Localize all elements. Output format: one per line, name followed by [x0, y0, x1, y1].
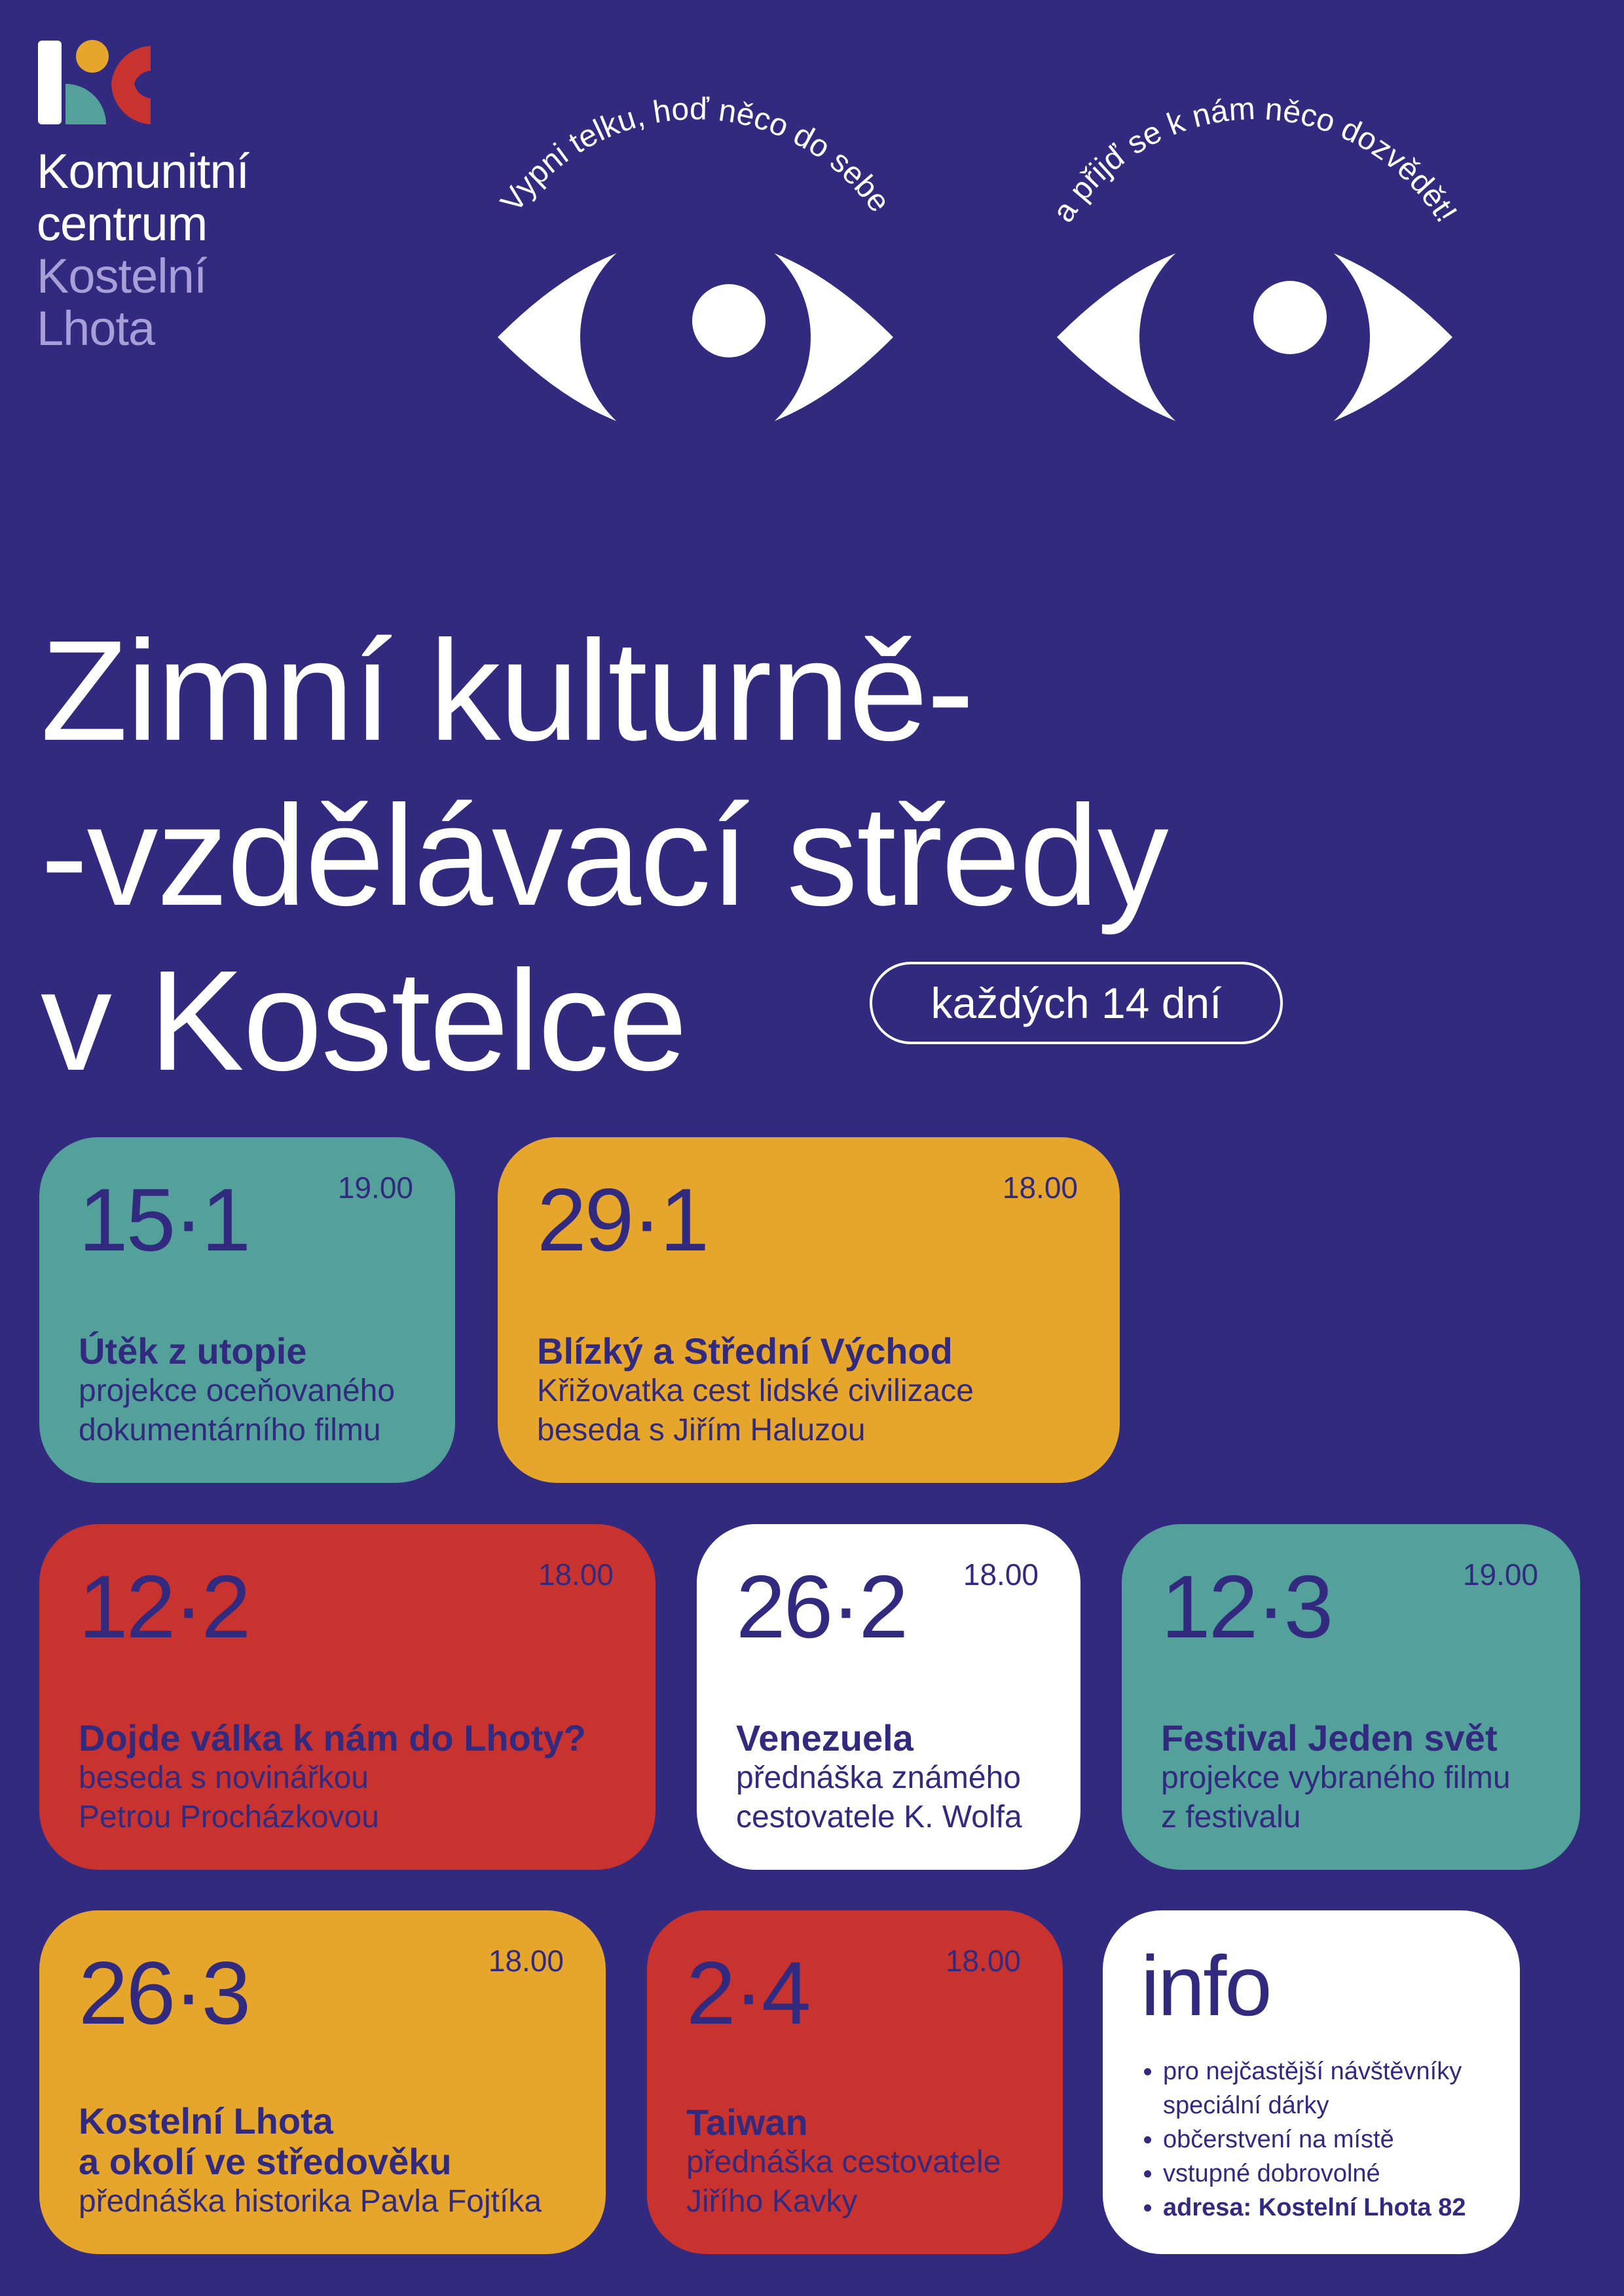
event-body: Útěk z utopie projekce oceňovaného dokumen…: [79, 1331, 416, 1450]
event-time: 18.00: [945, 1944, 1021, 1978]
event-card: 26·2 18.00 Venezuela přednáška známého cesto…: [697, 1524, 1080, 1870]
title-line: -vzdělávací středy: [41, 776, 1169, 936]
logo: [38, 40, 151, 124]
event-body: Festival Jeden svět projekce vybraného fi…: [1161, 1718, 1541, 1837]
event-title: Venezuela: [736, 1717, 913, 1758]
event-date: 2·4: [686, 1943, 811, 2043]
header-graphics: Vypni telku, hoď něco do sebe a přijď se…: [38, 40, 1464, 452]
event-time: 18.00: [963, 1558, 1039, 1592]
info-box: info pro nejčastější návštěvníky speciáln…: [1103, 1910, 1520, 2254]
event-time: 19.00: [337, 1171, 413, 1205]
event-title: a okolí ve středověku: [79, 2141, 452, 2182]
event-description: projekce vybraného filmu: [1161, 1760, 1511, 1795]
event-date: 26·2: [736, 1557, 908, 1656]
event-description: beseda s Jiřím Haluzou: [537, 1413, 866, 1448]
slogan: a přijď se k nám něco dozvědět!: [1046, 92, 1463, 228]
event-body: Venezuela přednáška známého cestovatele K.…: [736, 1718, 1041, 1837]
eye-left: [498, 222, 893, 452]
event-description: cestovatele K. Wolfa: [736, 1800, 1022, 1834]
event-body: Dojde válka k nám do Lhoty? beseda s novi…: [79, 1718, 616, 1837]
event-card: 29·1 18.00 Blízký a Střední Východ Křižovat…: [498, 1137, 1120, 1483]
event-description: Jiřího Kavky: [686, 2184, 858, 2219]
event-description: dokumentárního filmu: [79, 1413, 381, 1448]
event-body: Taiwan přednáška cestovatele Jiřího Kavky: [686, 2102, 1024, 2221]
event-card: 2·4 18.00 Taiwan přednáška cestovatele Jiříh…: [647, 1910, 1063, 2254]
event-title: Blízký a Střední Východ: [537, 1330, 953, 1372]
event-title: Dojde válka k nám do Lhoty?: [79, 1717, 586, 1758]
event-time: 18.00: [1002, 1171, 1078, 1205]
event-card: 12·3 19.00 Festival Jeden svět projekce vyb…: [1122, 1524, 1580, 1870]
slogan: Vypni telku, hoď něco do sebe: [494, 92, 897, 219]
event-title: Útěk z utopie: [79, 1330, 307, 1372]
event-date: 12·3: [1161, 1557, 1333, 1656]
logo-line: centrum: [37, 196, 208, 251]
event-description: z festivalu: [1161, 1800, 1301, 1834]
event-description: přednáška historika Pavla Fojtíka: [79, 2184, 542, 2219]
info-item: adresa: Kostelní Lhota 82: [1163, 2191, 1487, 2225]
event-body: Kostelní Lhota a okolí ve středověku předn…: [79, 2101, 566, 2221]
eye-right: [1057, 222, 1452, 452]
event-time: 18.00: [538, 1558, 614, 1592]
event-title: Festival Jeden svět: [1161, 1717, 1498, 1758]
event-card: 12·2 18.00 Dojde válka k nám do Lhoty? bese…: [39, 1524, 655, 1870]
title-line: v Kostelce: [41, 941, 688, 1101]
event-description: Křižovatka cest lidské civilizace: [537, 1374, 974, 1408]
event-card: 15·1 19.00 Útěk z utopie projekce oceňované…: [39, 1137, 455, 1483]
logo-text: Komunitní centrum Kostelní Lhota: [37, 145, 249, 355]
logo-line: Komunitní: [37, 144, 249, 198]
event-description: přednáška známého: [736, 1760, 1021, 1795]
info-list: pro nejčastější návštěvníky speciální dá…: [1141, 2054, 1487, 2225]
title-line: Zimní kulturně-: [41, 611, 974, 771]
event-date: 26·3: [79, 1943, 251, 2043]
event-date: 12·2: [79, 1557, 251, 1656]
slogan-text: a přijď se k nám něco dozvědět!: [1046, 92, 1463, 228]
logo-line: Kostelní: [37, 249, 207, 303]
event-description: projekce oceňovaného: [79, 1374, 396, 1408]
event-time: 19.00: [1462, 1558, 1538, 1592]
info-item: pro nejčastější návštěvníky speciální dá…: [1163, 2054, 1487, 2123]
badge: každých 14 dní: [870, 962, 1283, 1044]
info-item: občerstvení na místě: [1163, 2123, 1487, 2157]
event-description: přednáška cestovatele: [686, 2145, 1001, 2179]
logo-line: Lhota: [37, 301, 155, 355]
event-title: Kostelní Lhota: [79, 2100, 333, 2141]
event-description: Petrou Procházkovou: [79, 1800, 379, 1834]
event-description: beseda s novinářkou: [79, 1760, 369, 1795]
slogan-text: Vypni telku, hoď něco do sebe: [494, 92, 897, 219]
event-date: 29·1: [537, 1170, 709, 1269]
event-time: 18.00: [488, 1944, 564, 1978]
event-body: Blízký a Střední Východ Křižovatka cest l…: [537, 1331, 1080, 1450]
event-card: 26·3 18.00 Kostelní Lhota a okolí ve středo…: [39, 1910, 606, 2254]
info-title: info: [1141, 1938, 1272, 2033]
title: Zimní kulturně- -vzdělávací středy v Koste…: [41, 609, 1169, 1104]
event-date: 15·1: [79, 1170, 251, 1269]
info-item: vstupné dobrovolné: [1163, 2157, 1487, 2191]
event-title: Taiwan: [686, 2102, 808, 2143]
